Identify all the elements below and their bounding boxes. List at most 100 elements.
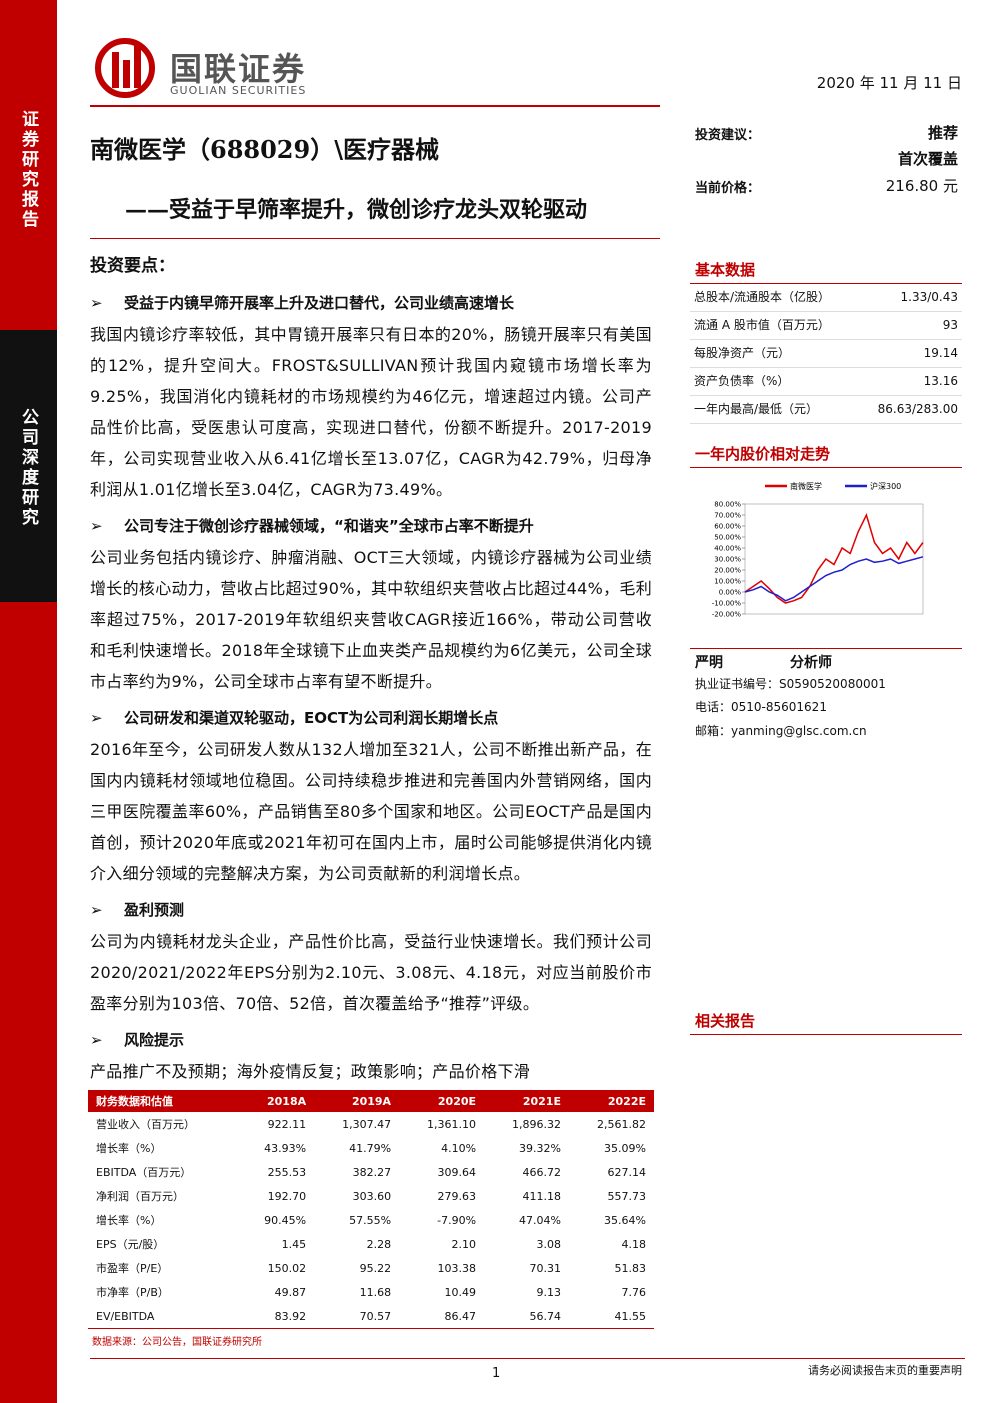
stock-chart: -20.00% -10.00% 0.00% 10.00% 20.00% 30.00% 40.… xyxy=(712,481,924,619)
table-cell: 营业收入（百万元） xyxy=(96,1118,195,1131)
y-tick-label: -10.00% xyxy=(712,600,742,608)
table-row: EV/EBITDA 83.92 70.57 86.47 56.74 41.55 xyxy=(88,1304,654,1328)
basic-data-value: 93 xyxy=(942,318,958,332)
table-cell: 95.22 xyxy=(359,1261,392,1275)
table-cell: 922.11 xyxy=(267,1117,307,1131)
table-cell: 4.10% xyxy=(441,1141,477,1155)
table-cell: EBITDA（百万元） xyxy=(96,1166,192,1179)
bullet-arrow: ➢ xyxy=(90,1031,103,1049)
section-title: 相关报告 xyxy=(695,1012,756,1030)
section-heading: ➢ 公司专注于微创诊疗器械领域，“和谐夹”全球市占率不断提升 xyxy=(90,511,652,542)
basic-data-label: 资产负债率（%） xyxy=(694,374,790,388)
rule xyxy=(690,283,962,284)
table-row: 市盈率（P/E） 150.02 95.22 103.38 70.31 51.83 xyxy=(88,1256,654,1280)
rule xyxy=(90,238,660,239)
sidebar-label: 证券研究报告 xyxy=(18,110,38,230)
basic-data-row: 每股净资产（元） 19.14 xyxy=(690,340,962,368)
y-tick-label: 50.00% xyxy=(714,534,741,542)
plot-frame xyxy=(744,503,924,615)
table-row: 增长率（%） 90.45% 57.55% -7.90% 47.04% 35.64% xyxy=(88,1208,654,1232)
table-cell: 市净率（P/B） xyxy=(96,1286,169,1299)
table-cell: 1.45 xyxy=(281,1237,307,1251)
table-cell: 2,561.82 xyxy=(597,1117,646,1131)
table-cell: 557.73 xyxy=(607,1189,647,1203)
page-number: 1 xyxy=(492,1366,501,1381)
logo-text: 国联证券 xyxy=(170,50,307,88)
table-cell: 103.38 xyxy=(437,1261,477,1275)
section-title: 基本数据 xyxy=(695,261,756,279)
table-row: 营业收入（百万元） 922.11 1,307.47 1,361.10 1,896.32 2… xyxy=(88,1112,654,1136)
basic-data-row: 总股本/流通股本（亿股） 1.33/0.43 xyxy=(690,284,962,312)
section-body: 公司为内镜耗材龙头企业，产品性价比高，受益行业快速增长。我们预计公司2020/2… xyxy=(90,932,652,1013)
financial-table: 财务数据和估值 2018A 2019A 2020E 2021E 2022E 营业收入（百万元… xyxy=(88,1090,654,1328)
table-header-cell: 2022E xyxy=(568,1090,654,1112)
basic-data-row: 一年内最高/最低（元） 86.63/283.00 xyxy=(690,396,962,424)
bullet-arrow: ➢ xyxy=(90,709,103,727)
table-cell: 39.32% xyxy=(519,1141,561,1155)
table-cell: 279.63 xyxy=(437,1189,477,1203)
rating-label: 投资建议： xyxy=(695,128,761,143)
table-cell: 51.83 xyxy=(614,1261,647,1275)
rule xyxy=(690,648,962,649)
table-cell: 70.31 xyxy=(529,1261,561,1275)
basic-data-label: 每股净资产（元） xyxy=(694,346,791,360)
y-tick-label: 40.00% xyxy=(714,545,741,553)
subtitle: ——受益于早筛率提升，微创诊疗龙头双轮驱动 xyxy=(125,197,588,223)
basic-data-value: 86.63/283.00 xyxy=(877,402,958,416)
table-cell: 1,896.32 xyxy=(512,1117,561,1131)
heading-text: 公司研发和渠道双轮驱动，EOCT为公司利润长期增长点 xyxy=(124,709,499,727)
table-cell: 47.04% xyxy=(519,1213,561,1227)
section-title: 一年内股价相对走势 xyxy=(695,445,831,463)
table-cell: 192.70 xyxy=(267,1189,307,1203)
table-cell: 411.18 xyxy=(522,1189,561,1203)
key-points: 投资要点： ➢ 受益于内镜早筛开展率上升及进口替代，公司业绩高速增长 我国内镜诊疗率… xyxy=(90,252,652,1093)
table-cell: 83.92 xyxy=(274,1309,307,1323)
y-tick-label: 30.00% xyxy=(714,556,741,564)
section-heading: ➢ 盈利预测 xyxy=(90,895,652,926)
analyst-role: 分析师 xyxy=(790,655,832,671)
table-header-cell: 2021E xyxy=(484,1090,569,1112)
table-cell: 49.87 xyxy=(274,1285,307,1299)
price-label: 当前价格： xyxy=(695,181,761,196)
y-tick-label: 20.00% xyxy=(714,567,741,575)
bullet-arrow: ➢ xyxy=(90,901,103,919)
table-header-cell: 2020E xyxy=(399,1090,485,1112)
table-cell: 41.55 xyxy=(614,1309,647,1323)
table-cell: 3.08 xyxy=(536,1237,561,1251)
table-cell: 1,361.10 xyxy=(427,1117,477,1131)
table-row: EPS（元/股） 1.45 2.28 2.10 3.08 4.18 xyxy=(88,1232,654,1256)
table-cell: EV/EBITDA xyxy=(96,1309,155,1323)
table-cell: 净利润（百万元） xyxy=(96,1190,184,1203)
table-header: 财务数据和估值 2018A 2019A 2020E 2021E 2022E xyxy=(88,1090,654,1112)
disclaimer: 请务必阅读报告末页的重要声明 xyxy=(808,1364,962,1377)
table-cell: 11.68 xyxy=(359,1285,392,1299)
logo-subtext: GUOLIAN SECURITIES xyxy=(170,84,307,97)
table-cell: 70.57 xyxy=(359,1309,392,1323)
basic-data-value: 13.16 xyxy=(923,374,958,388)
analyst-cert: 执业证书编号：S0590520080001 xyxy=(695,677,886,691)
basic-data-row: 流通 A 股市值（百万元） 93 xyxy=(690,312,962,340)
y-tick-label: 70.00% xyxy=(714,512,741,520)
table-cell: 10.49 xyxy=(444,1285,477,1299)
basic-data-value: 19.14 xyxy=(923,346,958,360)
section-body: 产品推广不及预期；海外疫情反复；政策影响；产品价格下滑 xyxy=(90,1062,531,1081)
table-cell: 1,307.47 xyxy=(342,1117,392,1131)
price-line xyxy=(744,512,924,604)
bullet-arrow: ➢ xyxy=(90,294,103,312)
analyst-name: 严明 xyxy=(695,655,723,671)
table-cell: 9.13 xyxy=(536,1285,561,1299)
rule xyxy=(90,105,660,107)
table-cell: 41.79% xyxy=(349,1141,392,1155)
y-tick-label: 60.00% xyxy=(714,523,741,531)
section-body: 2016年至今，公司研发人数从132人增加至321人，公司不断推出新产品，在国内… xyxy=(90,740,652,883)
section-body: 公司业务包括内镜诊疗、肿瘤消融、OCT三大领域，内镜诊疗器械为公司业绩增长的核心… xyxy=(90,548,652,691)
section-title: 投资要点： xyxy=(90,256,175,276)
rating-value: 首次覆盖 xyxy=(897,150,958,168)
section-heading: ➢ 公司研发和渠道双轮驱动，EOCT为公司利润长期增长点 xyxy=(90,703,652,734)
table-cell: 255.53 xyxy=(267,1165,307,1179)
section-heading: ➢ 风险提示 xyxy=(90,1025,652,1056)
section-heading: ➢ 受益于内镜早筛开展率上升及进口替代，公司业绩高速增长 xyxy=(90,288,652,319)
table-cell: 466.72 xyxy=(522,1165,561,1179)
table-cell: -7.90% xyxy=(437,1213,477,1227)
